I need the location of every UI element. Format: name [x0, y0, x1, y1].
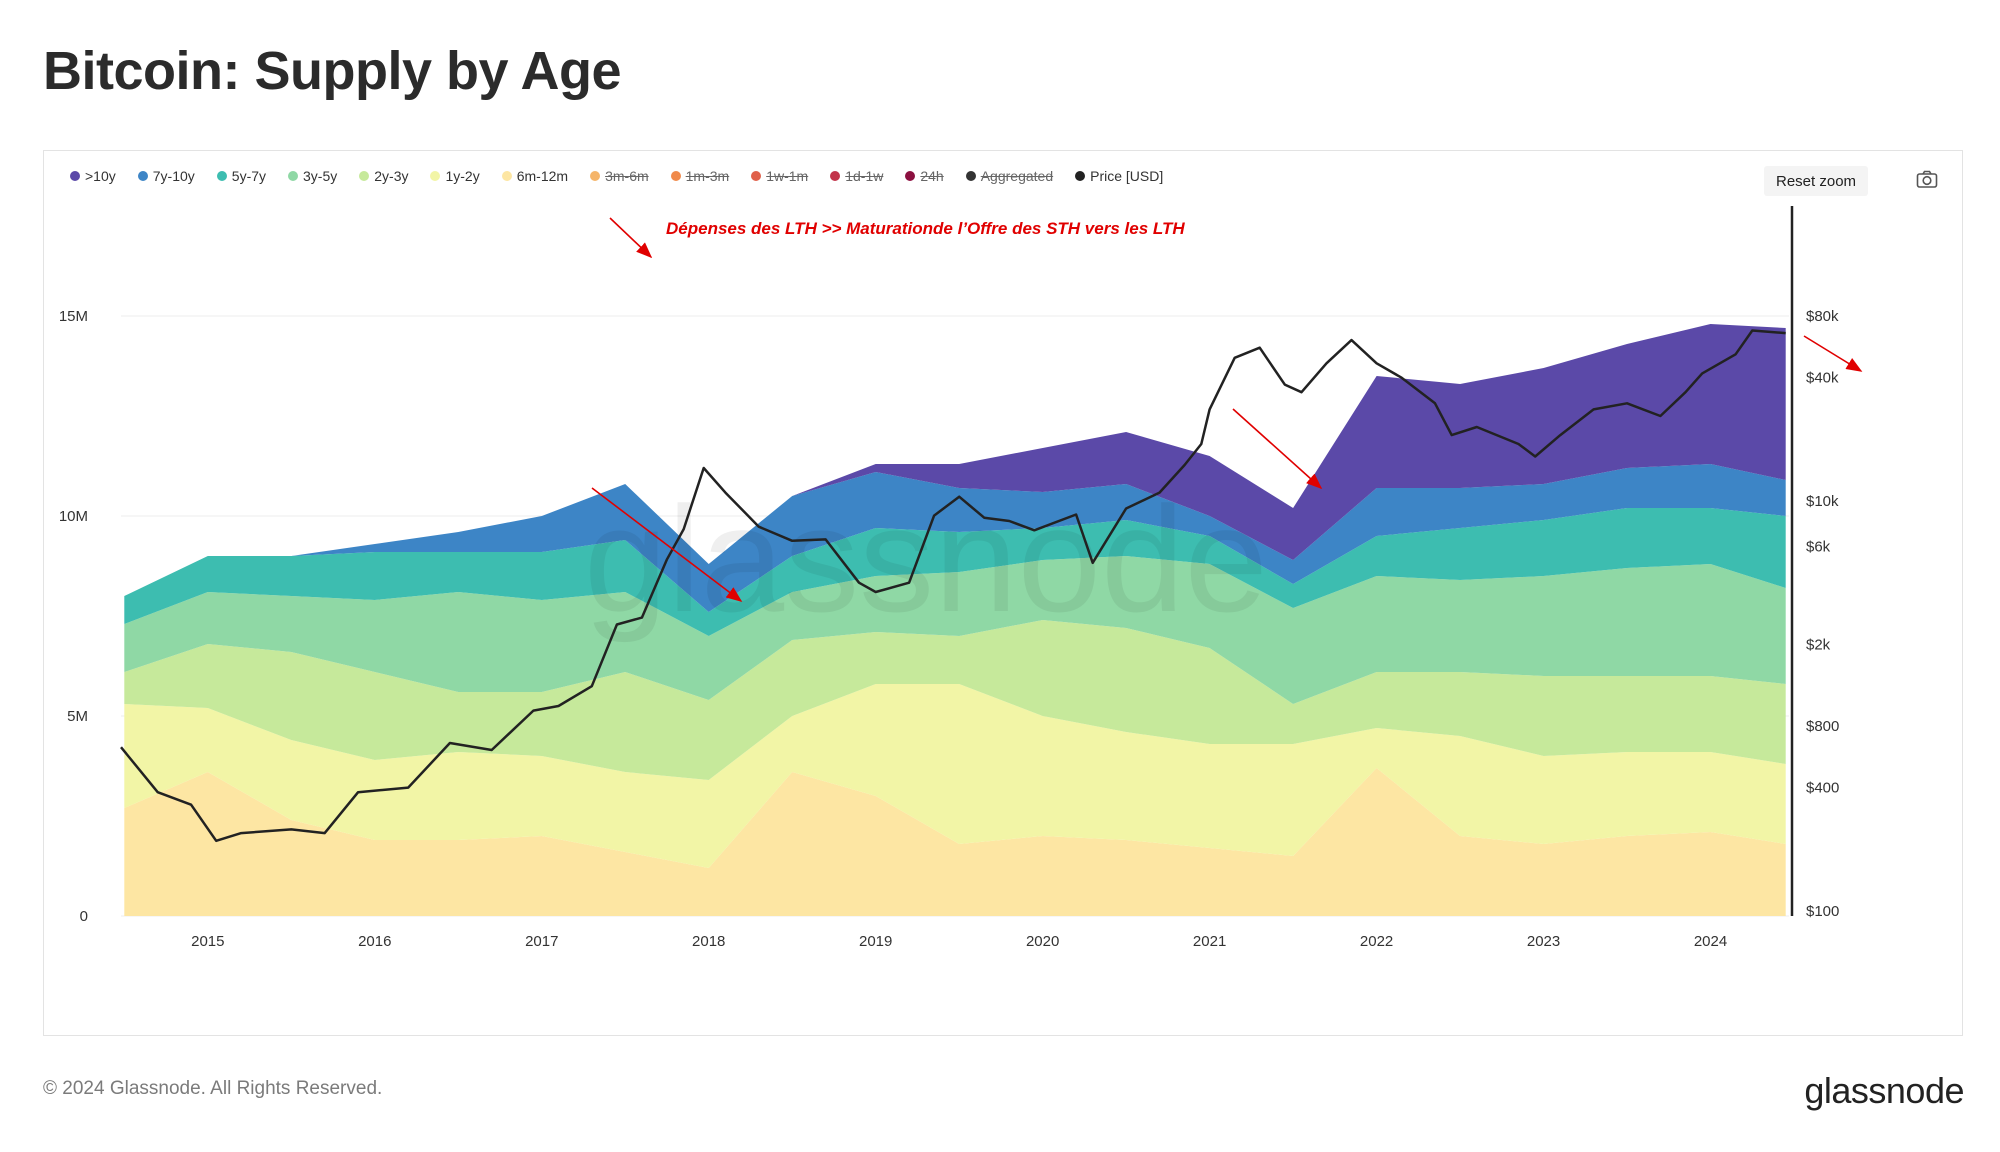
y-left-tick-label: 15M — [59, 308, 88, 325]
page-title: Bitcoin: Supply by Age — [43, 41, 622, 101]
legend-item[interactable]: 24h — [905, 168, 944, 184]
legend-label: Aggregated — [980, 168, 1054, 184]
legend-dot-icon — [430, 171, 441, 181]
area-7y-10y — [124, 464, 1786, 612]
reset-zoom-button[interactable]: Reset zoom — [1764, 166, 1869, 196]
area-6m-12m — [124, 768, 1786, 916]
area-5y-7y — [124, 508, 1786, 636]
legend-label: 6m-12m — [516, 168, 569, 184]
x-tick-label: 2024 — [1694, 933, 1727, 950]
legend-dot-icon — [216, 171, 227, 181]
annotation-arrow — [1232, 408, 1323, 490]
legend-item[interactable]: 3m-6m — [590, 168, 649, 184]
brand-logo: glassnode — [1804, 1070, 1964, 1111]
y-right-tick-label: $6k — [1806, 539, 1831, 556]
legend-item[interactable]: 1y-2y — [430, 168, 480, 184]
y-left-tick-label: 10M — [59, 508, 88, 525]
x-tick-label: 2015 — [191, 933, 224, 950]
legend-item[interactable]: 1m-3m — [670, 168, 730, 184]
chart-container: >10y 7y-10y 5y-7y 3y-5y 2y-3y 1y-2y 6m-12m 3m-6… — [43, 150, 1963, 1036]
x-tick-label: 2022 — [1360, 933, 1393, 950]
legend-label: 7y-10y — [152, 168, 195, 184]
legend-item[interactable]: 1w-1m — [751, 168, 808, 184]
area-3y-5y — [124, 556, 1786, 704]
legend-item[interactable]: 7y-10y — [137, 168, 195, 184]
legend-dot-icon — [751, 171, 762, 181]
legend-dot-icon — [965, 171, 976, 181]
legend-dot-icon — [590, 171, 601, 181]
legend-label: 24h — [920, 168, 944, 184]
legend-dot-icon — [1075, 171, 1086, 181]
copyright-text: © 2024 Glassnode. All Rights Reserved. — [43, 1078, 383, 1099]
y-right-tick-label: $400 — [1806, 780, 1839, 797]
legend-dot-icon — [830, 171, 841, 181]
legend-dot-icon — [288, 171, 299, 181]
legend-label: 2y-3y — [374, 168, 409, 184]
legend-label: Price [USD] — [1090, 168, 1164, 184]
legend-label: 3y-5y — [303, 168, 338, 184]
legend-dot-icon — [501, 171, 512, 181]
y-right-tick-label: $10k — [1806, 493, 1839, 510]
annotation-arrow — [591, 487, 743, 602]
annotation-arrow — [609, 217, 653, 259]
chart-legend: >10y 7y-10y 5y-7y 3y-5y 2y-3y 1y-2y 6m-12m 3m-6… — [70, 165, 1185, 187]
legend-dot-icon — [905, 171, 916, 181]
x-tick-label: 2018 — [692, 933, 725, 950]
y-right-tick-label: $2k — [1806, 636, 1831, 653]
y-right-tick-label: $800 — [1806, 718, 1839, 735]
y-right-tick-label: $40k — [1806, 370, 1839, 387]
legend-item[interactable]: Price [USD] — [1075, 168, 1163, 184]
x-tick-label: 2017 — [525, 933, 558, 950]
price-line — [120, 329, 1786, 843]
legend-dot-icon — [137, 171, 148, 181]
legend-item[interactable]: 6m-12m — [501, 168, 569, 184]
legend-label: >10y — [85, 168, 116, 184]
legend-dot-icon — [70, 171, 80, 181]
chart-plot: glassnode 0 5M 10M 15M $100 $400 $800 $2k $6k $10k… — [59, 206, 1863, 950]
x-tick-label: 2016 — [358, 933, 391, 950]
annotation-arrow — [1803, 335, 1863, 372]
watermark-logo: glassnode — [584, 475, 1268, 643]
legend-item[interactable]: 3y-5y — [288, 168, 337, 184]
legend-label: 1d-1w — [845, 168, 884, 184]
camera-icon[interactable] — [1916, 169, 1938, 189]
area-2y-3y — [124, 620, 1786, 780]
legend-label: 5y-7y — [231, 168, 267, 184]
legend-label: 3m-6m — [605, 168, 649, 184]
y-right-tick-label: $100 — [1806, 903, 1839, 920]
legend-item[interactable]: 2y-3y — [359, 168, 408, 184]
x-tick-label: 2019 — [859, 933, 892, 950]
legend-item[interactable]: 1d-1w — [830, 168, 883, 184]
y-left-tick-label: 0 — [80, 908, 88, 925]
legend-label: 1m-3m — [685, 168, 730, 184]
y-left-tick-label: 5M — [67, 708, 88, 725]
legend-dot-icon — [359, 171, 370, 181]
x-tick-label: 2023 — [1527, 933, 1560, 950]
area--10y — [124, 324, 1786, 596]
x-tick-label: 2021 — [1193, 933, 1226, 950]
y-right-tick-label: $80k — [1806, 308, 1839, 325]
legend-dot-icon — [670, 171, 681, 181]
x-tick-label: 2020 — [1026, 933, 1059, 950]
legend-item[interactable]: 5y-7y — [216, 168, 267, 184]
annotation-text: Dépenses des LTH >> Maturationde l’Offre… — [666, 219, 1185, 238]
legend-label: 1w-1m — [766, 168, 809, 184]
area-1y-2y — [124, 684, 1786, 868]
legend-item[interactable]: >10y — [70, 168, 116, 184]
legend-label: 1y-2y — [445, 168, 480, 184]
legend-item[interactable]: Aggregated — [965, 168, 1054, 184]
